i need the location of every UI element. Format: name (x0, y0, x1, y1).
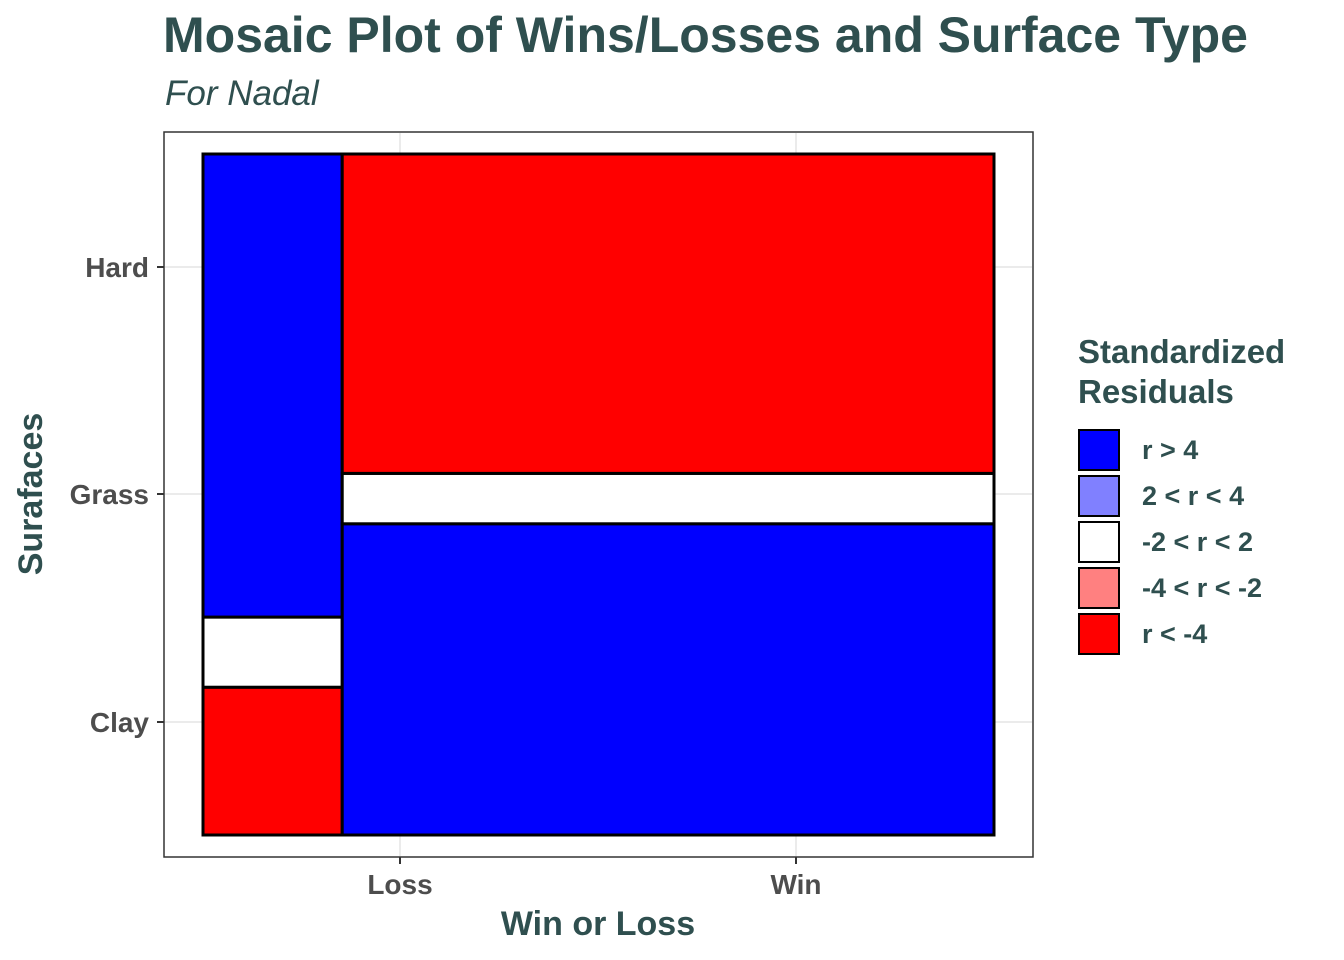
legend-swatch (1078, 429, 1120, 471)
legend-label: -4 < r < -2 (1142, 572, 1263, 603)
legend-title-line1: Standardized (1078, 333, 1286, 370)
legend-item: -4 < r < -2 (1078, 566, 1262, 610)
tile-loss-hard (201, 152, 344, 619)
legend-title: Standardized Residuals (1078, 332, 1338, 412)
legend-item: r > 4 (1078, 428, 1198, 472)
mosaic-tiles (201, 152, 996, 837)
legend-label: 2 < r < 4 (1142, 480, 1245, 511)
legend-label: -2 < r < 2 (1142, 526, 1254, 557)
legend-item: 2 < r < 4 (1078, 474, 1244, 518)
x-tick-label: Win (770, 869, 821, 900)
legend-label: r < -4 (1142, 618, 1208, 649)
legend-swatch (1078, 567, 1120, 609)
tile-loss-grass (201, 615, 344, 689)
tile-loss-clay (201, 685, 344, 837)
y-tick-label: Clay (90, 707, 150, 738)
legend-label: r > 4 (1142, 434, 1199, 465)
x-tick-label: Loss (367, 869, 432, 900)
legend-swatch (1078, 521, 1120, 563)
x-axis-label: Win or Loss (501, 905, 695, 943)
legend-item: -2 < r < 2 (1078, 520, 1253, 564)
chart-title: Mosaic Plot of Wins/Losses and Surface T… (163, 7, 1248, 63)
axis-tick-labels: Clay Grass Hard Loss Win (70, 252, 822, 900)
y-tick-label: Hard (85, 252, 149, 283)
y-axis-label: Surafaces (12, 413, 50, 576)
legend-swatch (1078, 475, 1120, 517)
tile-win-hard (340, 152, 996, 475)
axis-ticks (157, 266, 797, 864)
legend-title-line2: Residuals (1078, 373, 1234, 410)
legend-item: r < -4 (1078, 612, 1207, 656)
legend-swatch (1078, 613, 1120, 655)
tile-win-grass (340, 471, 996, 526)
y-tick-label: Grass (70, 479, 149, 510)
chart-subtitle: For Nadal (165, 74, 319, 113)
tile-win-clay (340, 522, 996, 837)
